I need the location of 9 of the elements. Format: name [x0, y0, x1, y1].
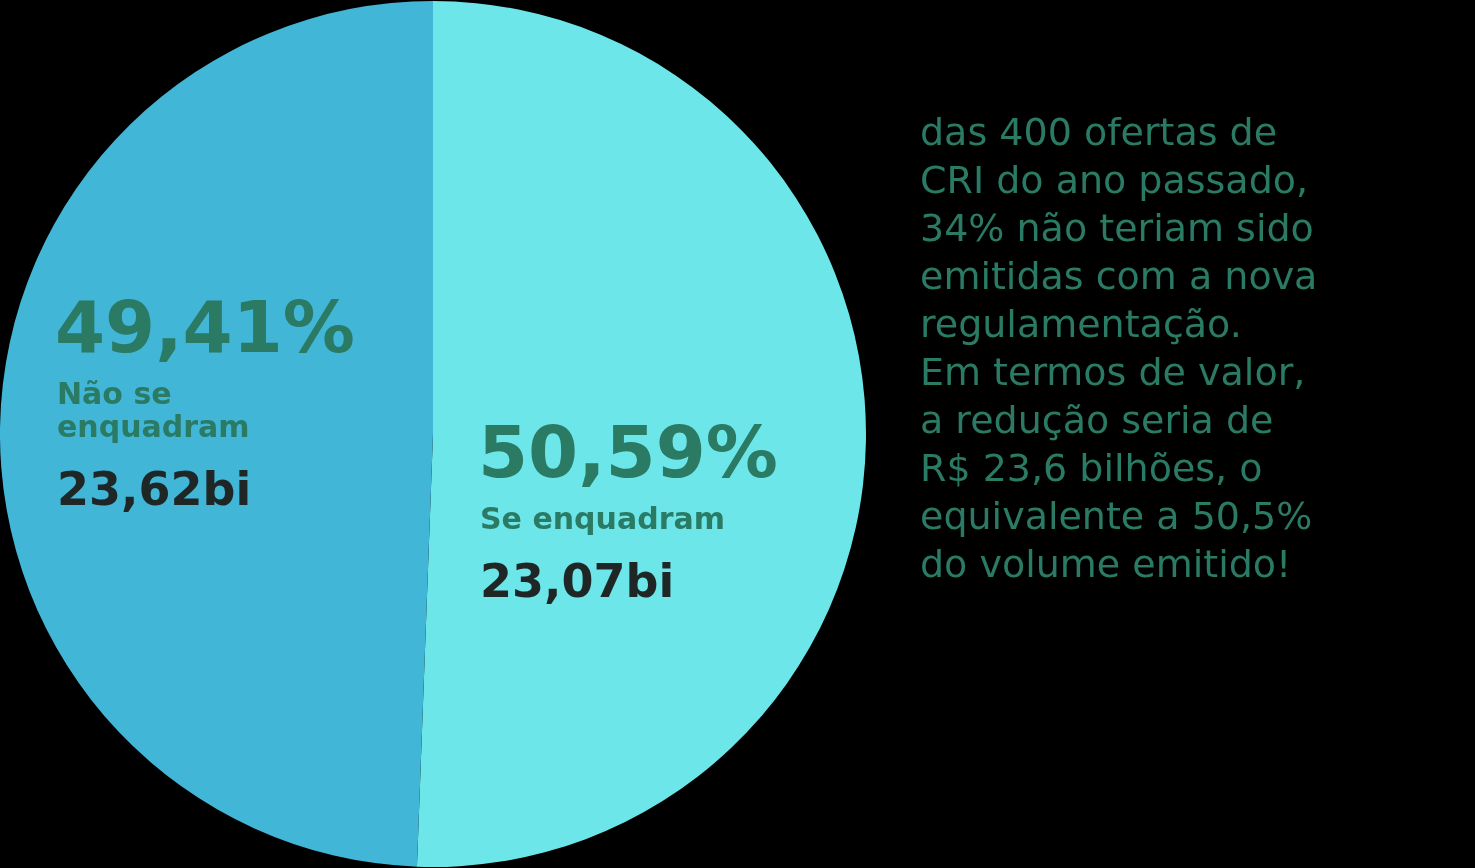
data-label: 50,59% — [478, 410, 778, 494]
pie-slice — [416, 1, 866, 867]
text: 23,07bi — [480, 554, 675, 608]
text: das 400 ofertas de CRI do ano passado, 34% não teriam sido emitidas com a nova regulamentação. Em termos de valor, a redução seria de R$ 23,6 bilhões, o equivalente a 50,5% do volume emitido! — [920, 110, 1318, 586]
pie-slice — [0, 1, 433, 867]
slice-label: Se enquadram — [480, 501, 725, 536]
slice-label: Não se enquadram — [57, 376, 250, 444]
data-label: 49,41% — [55, 285, 355, 369]
text: 23,62bi — [57, 462, 252, 516]
